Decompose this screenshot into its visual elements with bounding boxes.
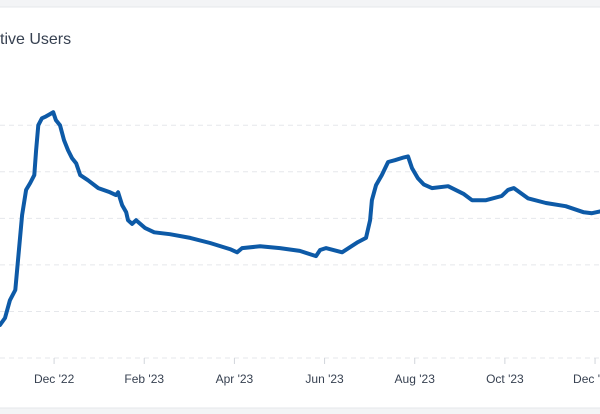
card	[0, 6, 600, 409]
x-tick-label: Jun '23	[305, 372, 344, 386]
chart-title: tive Users	[0, 31, 71, 48]
x-tick-label: Oct '23	[486, 372, 524, 386]
line	[0, 110, 600, 327]
x-tick-label: Dec '	[573, 372, 600, 386]
x-tick-label: Feb '23	[124, 372, 164, 386]
x-tick-label: Apr '23	[216, 372, 254, 386]
x-tick-label: Aug '23	[395, 372, 436, 386]
x-tick-label: Dec '22	[34, 372, 75, 386]
